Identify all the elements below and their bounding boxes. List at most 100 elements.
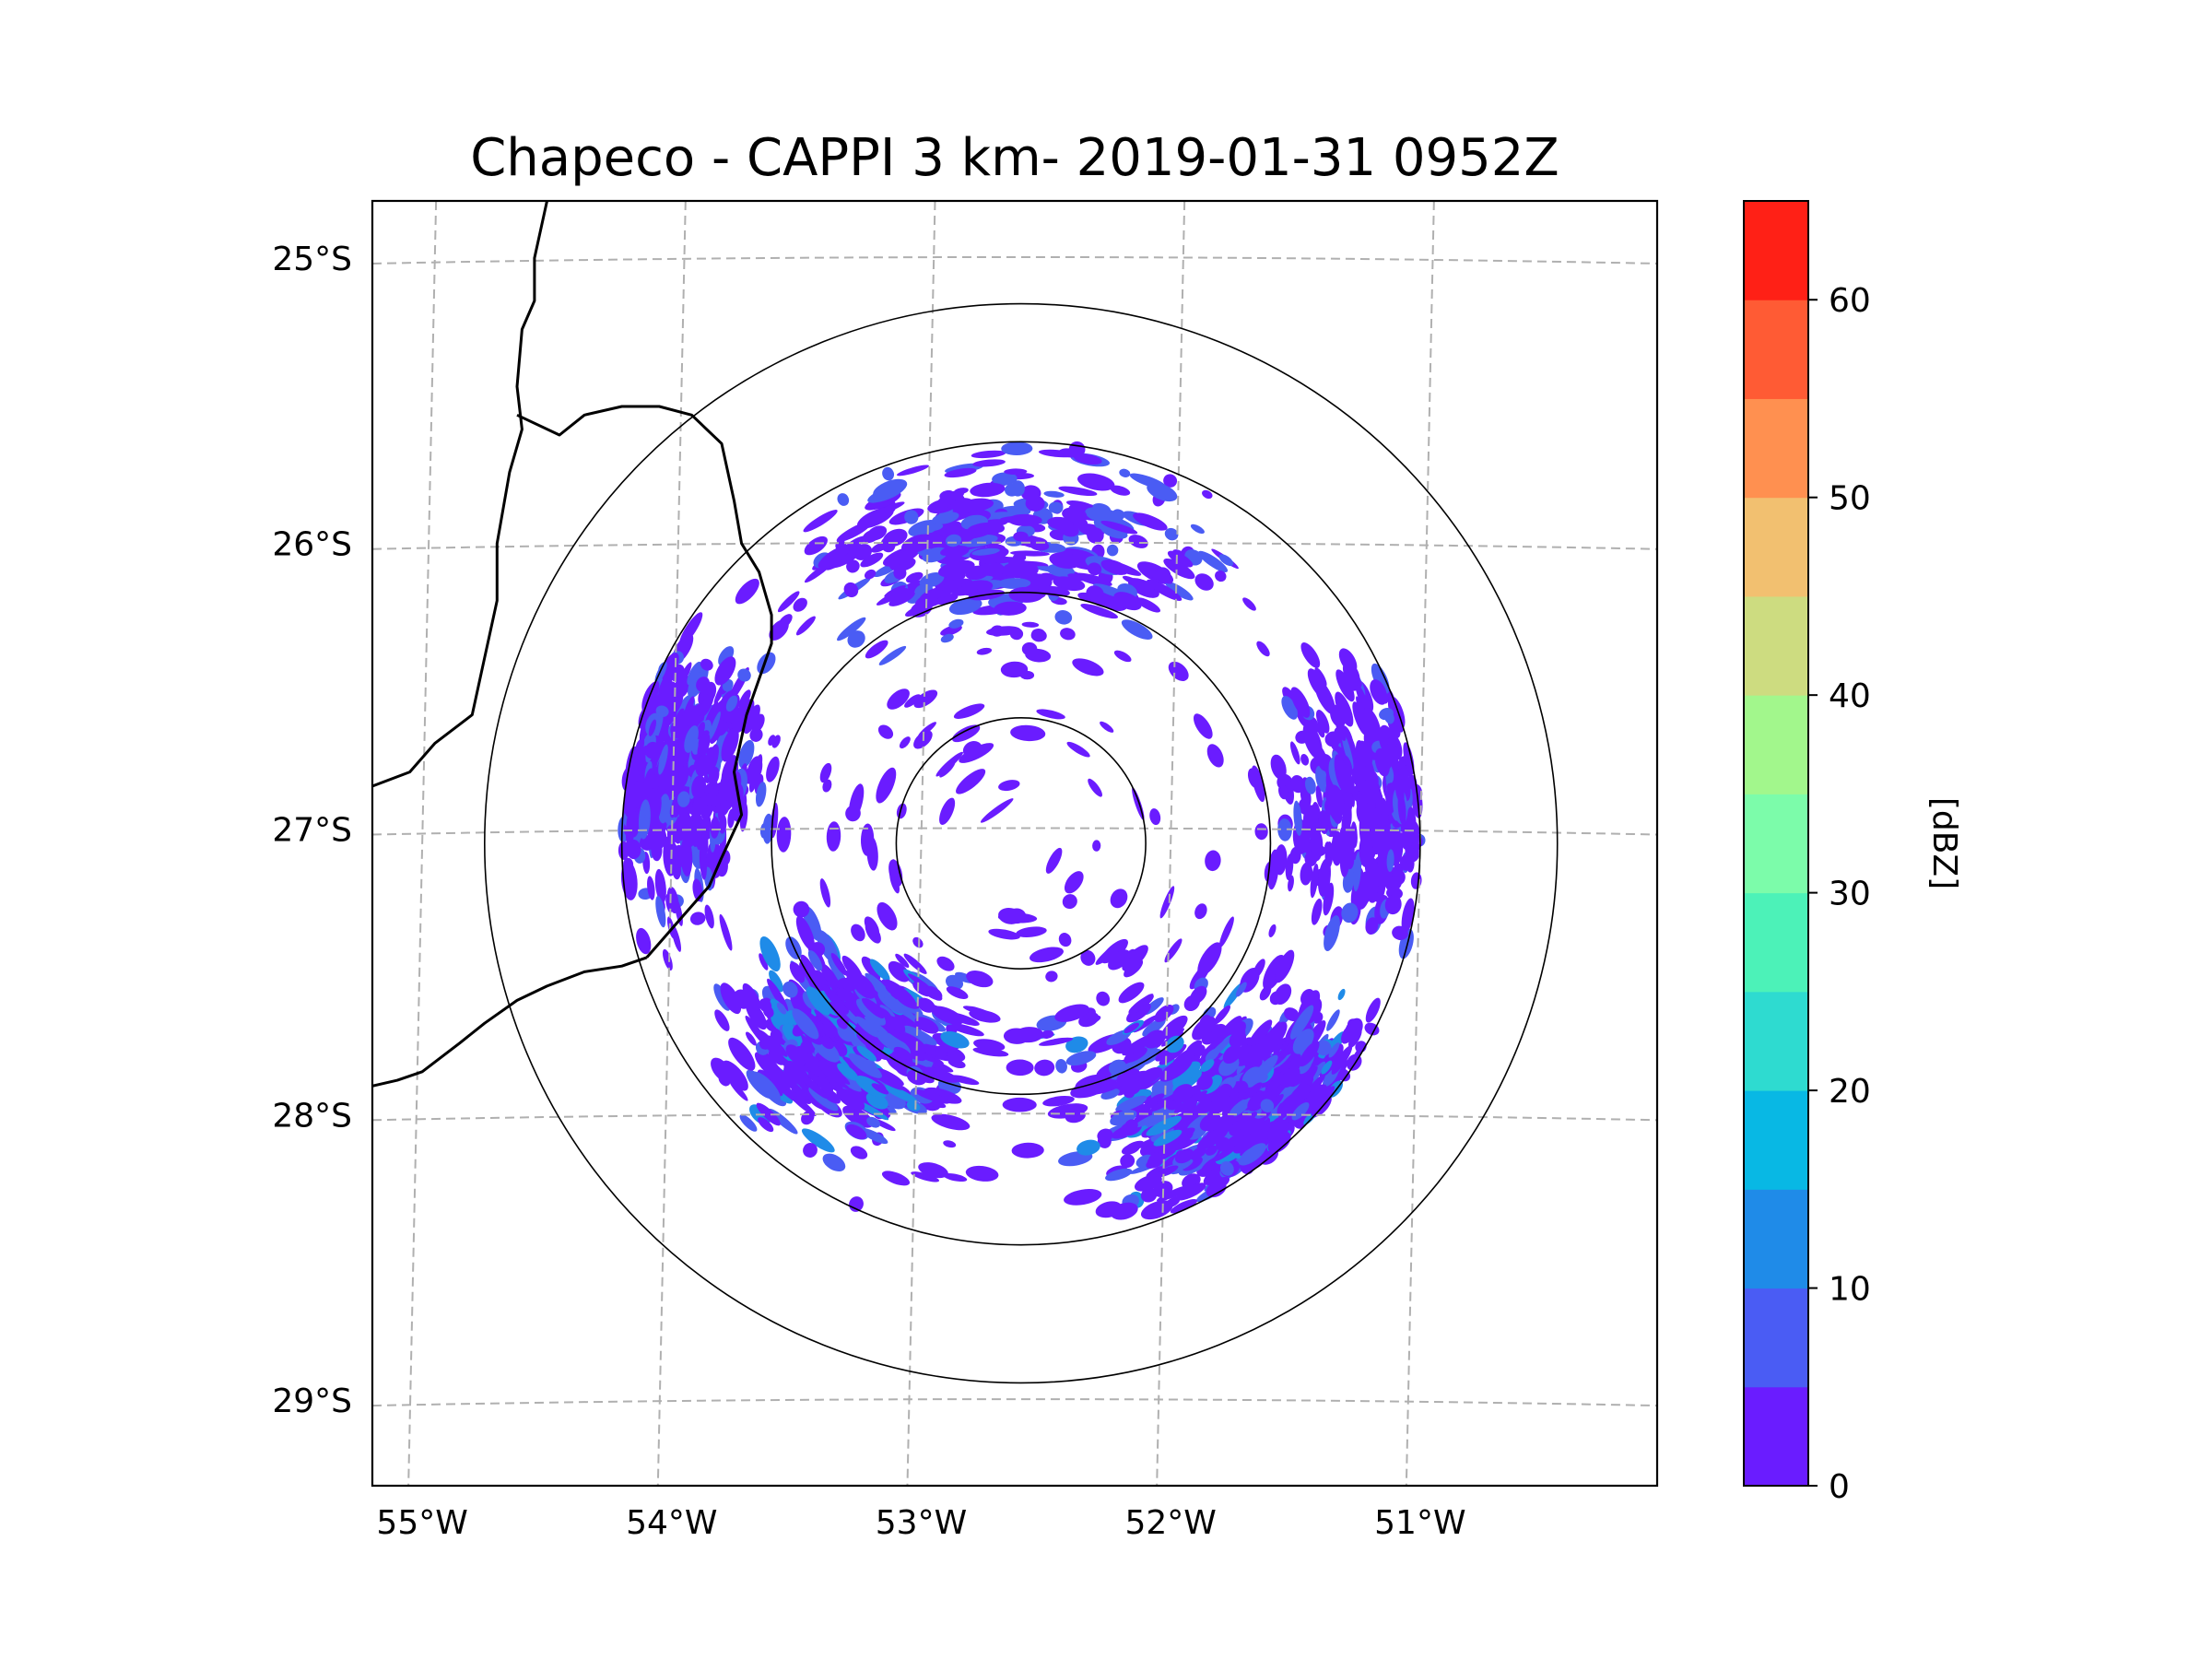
echo-pixel	[1341, 1024, 1357, 1044]
echo-pixel	[1314, 667, 1327, 687]
echo-pixel	[1124, 1119, 1138, 1132]
echo-pixel	[849, 1196, 864, 1212]
echo-pixel	[1122, 945, 1148, 971]
echo-pixel	[1205, 1145, 1218, 1156]
echo-pixel	[1048, 501, 1064, 514]
echo-pixel	[1339, 837, 1351, 877]
colorbar-swatch	[1744, 398, 1808, 499]
echo-pixel	[1008, 559, 1030, 567]
x-tick-label: 54°W	[626, 1504, 717, 1542]
echo-pixel	[1064, 1189, 1102, 1206]
echo-pixel	[860, 552, 884, 568]
echo-pixel	[746, 1031, 757, 1046]
echo-pixel	[994, 601, 1027, 616]
echo-pixel	[1307, 1084, 1327, 1107]
echo-pixel	[759, 935, 781, 972]
echo-pixel	[969, 1009, 1001, 1023]
echo-pixel	[1391, 864, 1398, 898]
echo-pixel	[1135, 579, 1153, 593]
echo-pixel	[782, 1023, 803, 1047]
echo-pixel	[1239, 1044, 1256, 1063]
echo-pixel	[818, 545, 851, 569]
echo-pixel	[971, 547, 1000, 556]
echo-pixel	[1351, 828, 1358, 848]
echo-pixel	[727, 808, 735, 829]
echo-pixel	[738, 739, 755, 769]
echo-pixel	[1008, 586, 1043, 603]
echo-pixel	[1246, 1082, 1263, 1098]
echo-pixel	[972, 459, 1006, 467]
echo-pixel	[843, 582, 859, 598]
echo-pixel	[1173, 1090, 1208, 1113]
echo-pixel	[1383, 711, 1394, 724]
echo-pixel	[1254, 823, 1268, 841]
echo-pixel	[1387, 736, 1397, 749]
echo-pixel	[1100, 525, 1128, 539]
echo-pixel	[844, 535, 867, 550]
echo-pixel	[1014, 1027, 1044, 1043]
echo-pixel	[1110, 485, 1131, 496]
echo-pixel	[904, 694, 921, 708]
echo-pixel	[837, 1063, 859, 1081]
colorbar-tick-label: 50	[1829, 480, 1871, 518]
echo-pixel	[699, 842, 707, 880]
echo-pixel	[911, 1171, 940, 1182]
echo-pixel	[1165, 1035, 1184, 1053]
echo-pixel	[1121, 619, 1153, 640]
echo-pixel	[735, 578, 759, 605]
chart-title: Chapeco - CAPPI 3 km- 2019-01-31 0952Z	[470, 128, 1559, 188]
echo-pixel	[1311, 1094, 1332, 1117]
echo-pixel	[887, 688, 910, 710]
echo-pixel	[1036, 709, 1065, 720]
echo-pixel	[714, 656, 736, 686]
echo-pixel	[950, 498, 974, 512]
echo-pixel	[695, 754, 711, 777]
echo-pixel	[1275, 949, 1295, 983]
echo-pixel	[691, 775, 706, 799]
echo-pixel	[700, 690, 714, 718]
echo-pixel	[1266, 1119, 1290, 1142]
echo-pixel	[1065, 1051, 1097, 1066]
echo-pixel	[1124, 1022, 1140, 1033]
echo-pixel	[1335, 669, 1355, 702]
y-tick-label: 25°S	[272, 241, 352, 278]
echo-pixel	[856, 507, 894, 529]
echo-pixel	[1062, 894, 1077, 910]
echo-pixel	[867, 484, 905, 503]
echo-pixel	[1058, 933, 1072, 947]
echo-pixel	[1140, 1187, 1158, 1203]
echo-pixel	[879, 1005, 895, 1018]
echo-pixel	[1194, 573, 1214, 591]
echo-pixel	[1133, 512, 1168, 531]
echo-pixel	[1278, 783, 1288, 800]
echo-pixel	[855, 1016, 880, 1038]
echo-pixel	[1299, 1041, 1320, 1067]
echo-pixel	[1111, 1202, 1138, 1220]
echo-pixel	[943, 1172, 968, 1182]
echo-pixel	[1290, 687, 1311, 718]
echo-pixel	[924, 985, 943, 1000]
echo-pixel	[1124, 1047, 1147, 1063]
echo-pixel	[1066, 500, 1093, 509]
echo-pixel	[914, 1017, 939, 1034]
echo-pixel	[837, 1024, 856, 1042]
echo-pixel	[947, 1022, 984, 1037]
echo-pixel	[745, 1000, 768, 1030]
lat-lon-gridlines	[372, 201, 1657, 1486]
echo-pixel	[1110, 888, 1128, 909]
echo-pixel	[893, 1046, 912, 1060]
echo-pixel	[818, 1060, 846, 1085]
echo-pixel	[923, 1066, 959, 1083]
echo-pixel	[966, 570, 986, 580]
echo-pixel	[1002, 561, 1039, 579]
echo-pixel	[1315, 1040, 1332, 1056]
echo-pixel	[1270, 754, 1287, 780]
echo-pixel	[1331, 1045, 1353, 1075]
echo-pixel	[906, 1100, 921, 1112]
echo-pixel	[751, 713, 765, 733]
echo-pixel	[1328, 1042, 1340, 1058]
echo-pixel	[1164, 938, 1182, 963]
reflectivity-echoes	[618, 441, 1426, 1220]
echo-pixel	[714, 853, 728, 877]
echo-pixel	[860, 823, 875, 856]
